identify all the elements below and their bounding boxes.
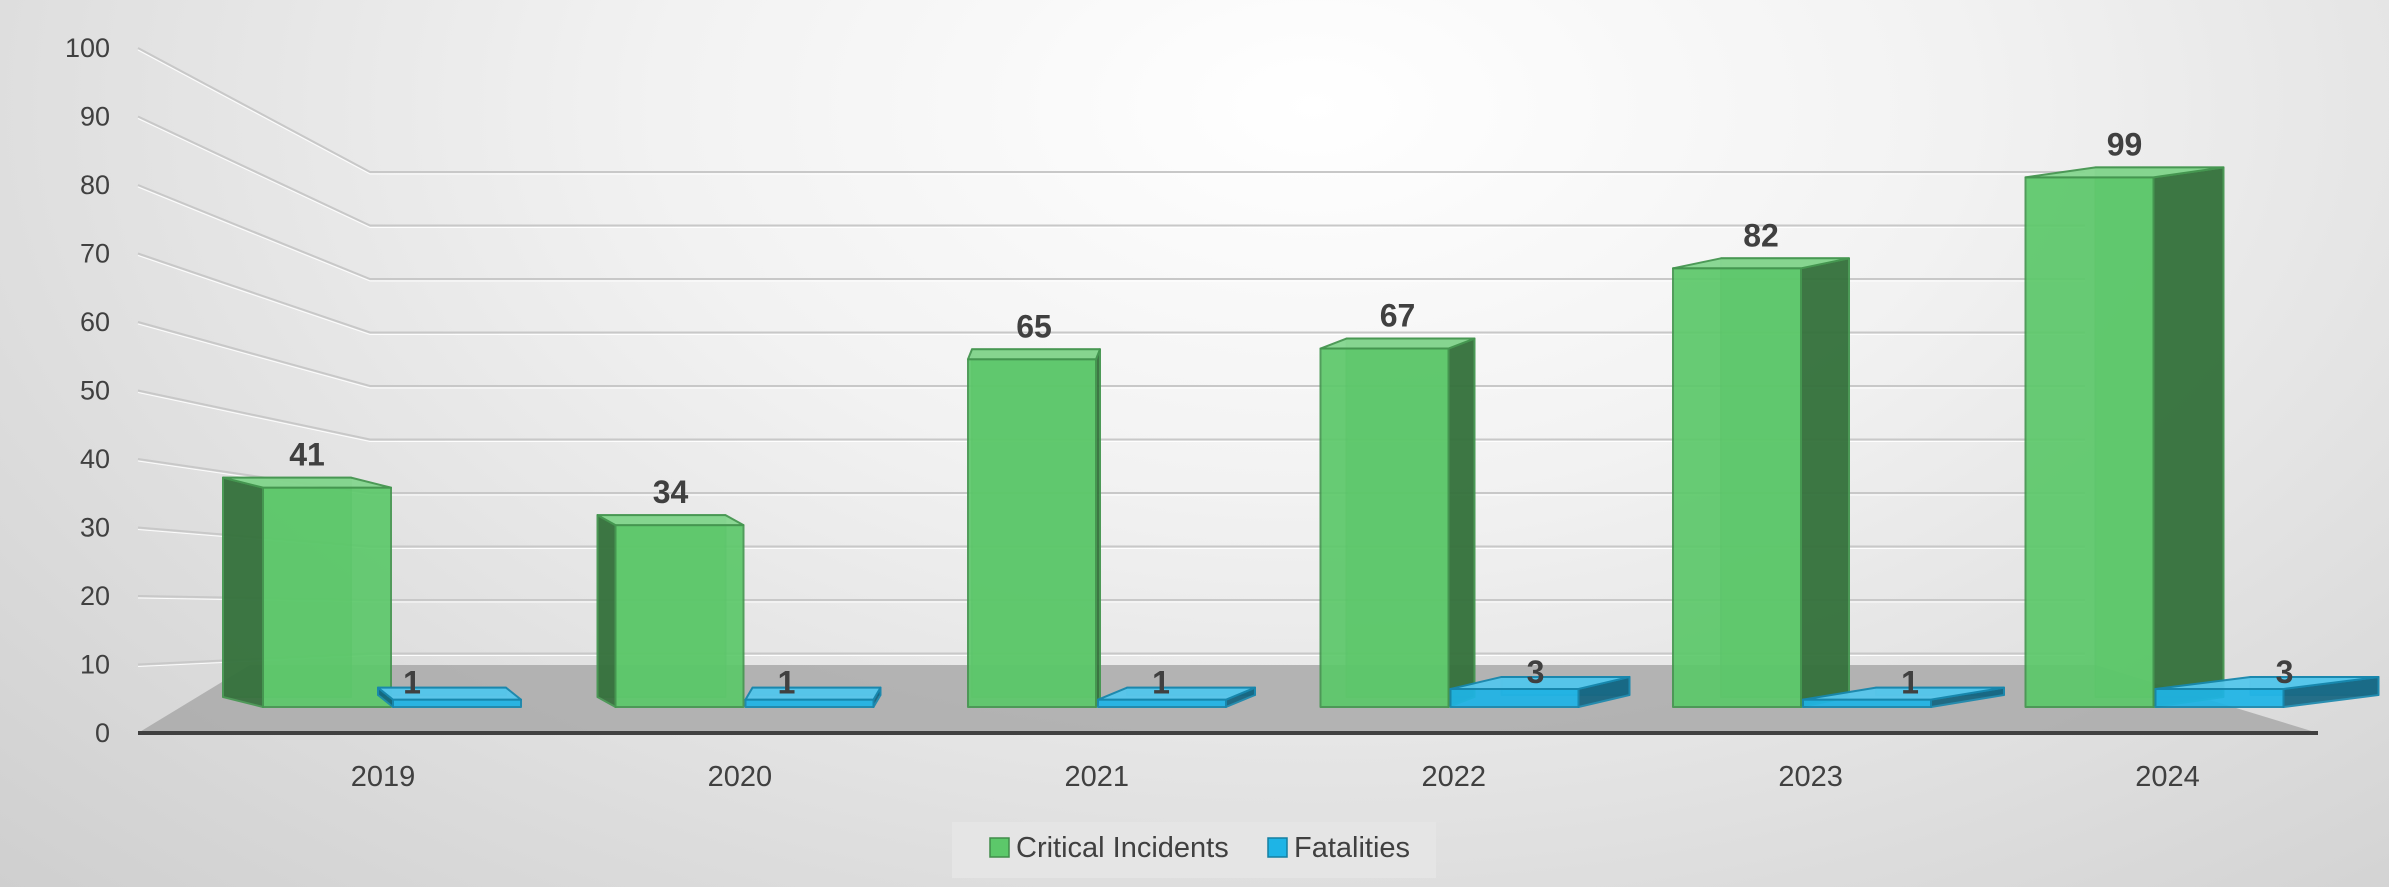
gridline	[137, 47, 2085, 173]
bar-critical-incidents	[967, 348, 1101, 708]
gridline	[137, 184, 2085, 280]
bar-critical-incidents	[222, 476, 392, 708]
y-tick-label: 50	[80, 376, 110, 406]
gridline-highlight	[137, 118, 2085, 228]
data-label-critical-incidents: 99	[2107, 126, 2143, 162]
bar-fatalities	[1097, 686, 1256, 709]
bars	[222, 166, 2380, 709]
y-tick-label: 70	[80, 239, 110, 269]
data-label-fatalities: 1	[1152, 665, 1170, 701]
bar-critical-incidents	[596, 514, 745, 708]
gridline	[137, 321, 2085, 387]
data-label-fatalities: 1	[1901, 665, 1919, 701]
bar-fatalities	[2154, 675, 2380, 709]
y-tick-label: 10	[80, 650, 110, 680]
y-tick-label: 40	[80, 444, 110, 474]
gridline-highlight	[137, 186, 2085, 282]
data-label-fatalities: 3	[1527, 654, 1545, 690]
gridlines	[137, 47, 2085, 667]
y-tick-label: 80	[80, 170, 110, 200]
bar-fatalities	[744, 686, 882, 709]
bar-critical-incidents	[1319, 337, 1476, 708]
data-label-fatalities: 1	[778, 665, 796, 701]
bar-fatalities	[1802, 686, 2005, 709]
legend-swatch	[1267, 837, 1288, 858]
bar-fatalities	[377, 686, 522, 709]
data-labels: 41 1 34 1 65 1 67 3 82 1 99 3	[289, 126, 2293, 700]
y-tick-label: 20	[80, 581, 110, 611]
y-tick-label: 60	[80, 307, 110, 337]
data-label-critical-incidents: 82	[1743, 217, 1779, 253]
legend-label: Critical Incidents	[1016, 832, 1229, 864]
y-axis-ticks: 0 10 20 30 40 50 60 70 80 90 100	[65, 33, 110, 748]
y-tick-label: 90	[80, 102, 110, 132]
data-label-fatalities: 1	[403, 665, 421, 701]
bar-fatalities	[1449, 675, 1631, 709]
x-tick-label: 2022	[1421, 761, 1486, 793]
x-tick-label: 2024	[2135, 761, 2200, 793]
x-tick-label: 2019	[351, 761, 416, 793]
legend: Critical Incidents Fatalities	[952, 822, 1436, 878]
gridline-highlight	[137, 49, 2085, 175]
x-axis-ticks: 2019 2020 2021 2022 2023 2024	[138, 731, 2318, 793]
gridline-highlight	[137, 255, 2085, 335]
data-label-critical-incidents: 67	[1380, 298, 1416, 334]
gridline-highlight	[137, 323, 2085, 389]
y-tick-label: 100	[65, 33, 110, 63]
legend-label: Fatalities	[1294, 832, 1410, 864]
data-label-critical-incidents: 65	[1016, 308, 1052, 344]
gridline-highlight	[137, 392, 2085, 442]
data-label-critical-incidents: 34	[653, 474, 689, 510]
gridline	[137, 115, 2085, 227]
bar-critical-incidents	[2024, 166, 2225, 709]
y-tick-label: 30	[80, 513, 110, 543]
x-tick-label: 2023	[1778, 761, 1843, 793]
bar-critical-incidents	[1672, 257, 1850, 708]
data-label-fatalities: 3	[2276, 654, 2294, 690]
data-label-critical-incidents: 41	[289, 437, 325, 473]
legend-swatch	[989, 837, 1010, 858]
x-tick-label: 2021	[1065, 761, 1130, 793]
legend-box	[952, 822, 1436, 878]
y-tick-label: 0	[95, 718, 110, 748]
gridline	[137, 252, 2085, 334]
gridline	[137, 389, 2085, 441]
x-tick-label: 2020	[708, 761, 773, 793]
